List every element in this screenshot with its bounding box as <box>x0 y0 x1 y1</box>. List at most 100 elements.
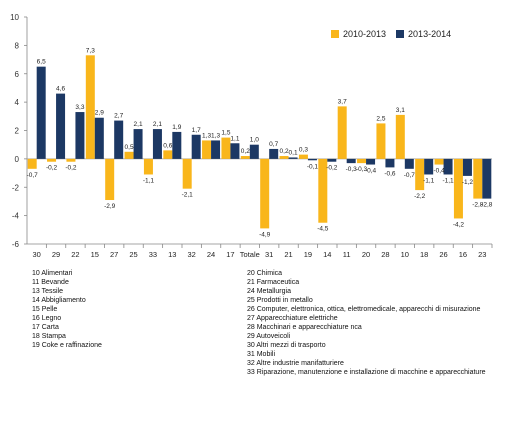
sector-note: 26 Computer, elettronica, ottica, elettr… <box>247 306 481 313</box>
sector-note: 18 Stampa <box>32 333 66 340</box>
x-tick-label: 31 <box>265 250 273 259</box>
data-label: -2,8 <box>481 202 493 209</box>
bar-series-1 <box>240 156 250 159</box>
bar-series-1 <box>124 151 134 159</box>
data-label: -0,4 <box>433 168 445 175</box>
data-label: 0,3 <box>299 147 308 154</box>
bar-series-1 <box>202 140 212 159</box>
data-label: 0,6 <box>163 142 172 149</box>
data-labels: 30 -0,7 6,5 29 -0,2 4,6 22 -0,2 3,3 15 7,3 2,9 27 -2,… <box>27 47 493 259</box>
data-label: 1,3 <box>202 132 211 139</box>
data-label: 2,1 <box>153 121 162 128</box>
data-label: 0,7 <box>269 141 278 148</box>
bar-series-2 <box>462 158 472 176</box>
bar-series-2 <box>114 120 124 159</box>
data-label: 2,7 <box>114 113 123 120</box>
sector-note: 24 Metallurgia <box>247 288 291 295</box>
bar-series-2 <box>94 117 104 159</box>
data-label: 3,1 <box>396 107 405 114</box>
x-tick-label: Totale <box>240 250 260 259</box>
x-tick-label: 29 <box>52 250 60 259</box>
bar-series-2 <box>249 144 259 159</box>
data-label: -0,1 <box>307 163 319 170</box>
data-label: -2,1 <box>182 192 194 199</box>
y-tick-label: -6 <box>12 240 20 249</box>
x-tick-label: 18 <box>420 250 428 259</box>
legend-item-series-1: 2010-2013 <box>331 29 386 39</box>
data-label: -4,2 <box>453 221 465 228</box>
bar-series-2 <box>172 131 182 159</box>
sector-note: 10 Alimentari <box>32 270 73 277</box>
sector-note: 21 Farmaceutica <box>247 279 300 286</box>
bar-series-2 <box>269 148 279 159</box>
sector-note: 19 Coke e raffinazione <box>32 342 102 349</box>
bar-series-2 <box>385 158 395 168</box>
bar-series-1 <box>163 150 173 159</box>
data-label: -1,2 <box>462 179 474 186</box>
bar-series-2 <box>443 158 453 175</box>
bar-series-2 <box>404 158 414 169</box>
bar-series-2 <box>288 157 298 159</box>
bar-series-2 <box>424 158 434 175</box>
bar-series-2 <box>75 112 85 159</box>
bar-series-2 <box>133 129 143 159</box>
x-tick-label: 16 <box>459 250 467 259</box>
sector-note: 17 Carta <box>32 324 59 331</box>
data-label: 2,1 <box>134 121 143 128</box>
data-label: -0,6 <box>384 170 396 177</box>
bar-series-1 <box>434 158 444 165</box>
data-label: -0,2 <box>326 165 338 172</box>
bar-series-1 <box>318 158 328 223</box>
bar-series-1 <box>473 158 483 199</box>
sector-note: 15 Pelle <box>32 306 58 313</box>
x-tick-label: 22 <box>71 250 79 259</box>
legend-item-series-2: 2013-2014 <box>396 29 451 39</box>
bar-series-2 <box>346 158 356 164</box>
data-label: 1,1 <box>230 135 239 142</box>
bar-series-1 <box>357 158 367 164</box>
x-tick-label: 23 <box>478 250 486 259</box>
data-label: 2,5 <box>376 115 385 122</box>
data-label: 3,3 <box>75 104 84 111</box>
bar-series-1 <box>453 158 463 219</box>
bar-series-2 <box>36 66 46 159</box>
data-label: 4,6 <box>56 86 65 93</box>
y-tick-label: 2 <box>15 127 20 136</box>
bar-series-1 <box>66 158 76 162</box>
data-label: -0,2 <box>65 165 77 172</box>
data-label: 1,5 <box>221 130 230 137</box>
sector-note: 20 Chimica <box>247 270 283 277</box>
bar-series-1 <box>47 158 57 162</box>
data-label: 3,7 <box>338 98 347 105</box>
legend-label-series-2: 2013-2014 <box>408 29 452 39</box>
bar-series-2 <box>366 158 376 165</box>
sector-note: 11 Bevande <box>32 279 69 286</box>
data-label: -2,9 <box>104 203 116 210</box>
data-label: 1,7 <box>192 127 201 134</box>
bar-series-2 <box>230 143 240 159</box>
y-tick-label: 8 <box>15 41 20 50</box>
bar-series-1 <box>337 106 347 159</box>
x-tick-label: 26 <box>439 250 447 259</box>
bar-series-1 <box>221 137 231 159</box>
axes: -6 -4 -2 0 2 4 6 8 10 <box>10 13 493 249</box>
data-label: 0,5 <box>125 144 134 151</box>
y-tick-label: 6 <box>15 70 20 79</box>
data-label: -0,7 <box>404 172 416 179</box>
data-label: 0,2 <box>280 148 289 155</box>
x-tick-label: 27 <box>110 250 118 259</box>
data-label: -1,1 <box>143 177 155 184</box>
sector-notes-right: 20 Chimica 21 Farmaceutica 24 Metallurgi… <box>247 269 486 377</box>
y-tick-label: 0 <box>15 155 20 164</box>
y-tick-label: -2 <box>12 183 20 192</box>
bar-series-1 <box>260 158 270 229</box>
data-label: -0,3 <box>346 166 358 173</box>
bar-series-1 <box>376 123 386 159</box>
x-tick-label: 25 <box>129 250 137 259</box>
bar-series-1 <box>182 158 192 189</box>
bar-series-1 <box>415 158 425 191</box>
data-label: -2,8 <box>472 202 484 209</box>
x-tick-label: 30 <box>33 250 41 259</box>
bars <box>27 55 492 229</box>
